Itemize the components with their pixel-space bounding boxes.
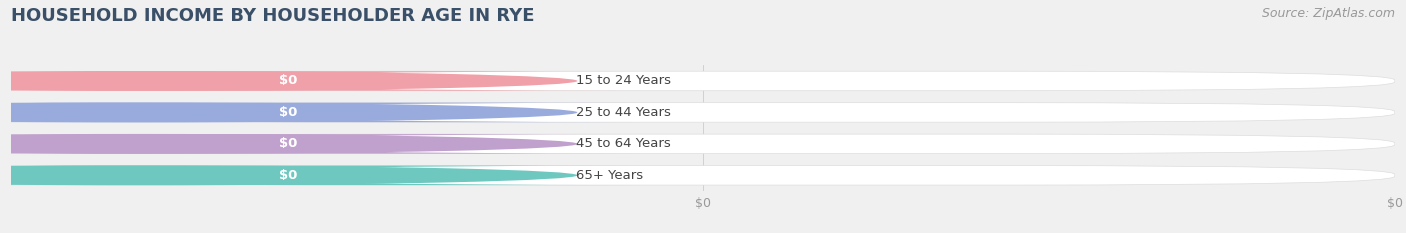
FancyBboxPatch shape <box>11 71 1395 91</box>
Text: 15 to 24 Years: 15 to 24 Years <box>575 75 671 87</box>
Circle shape <box>0 103 578 122</box>
Text: $0: $0 <box>278 169 297 182</box>
FancyBboxPatch shape <box>0 103 640 122</box>
Circle shape <box>0 165 578 185</box>
FancyBboxPatch shape <box>0 71 640 91</box>
FancyBboxPatch shape <box>0 134 640 154</box>
Text: 25 to 44 Years: 25 to 44 Years <box>575 106 671 119</box>
FancyBboxPatch shape <box>11 103 1395 122</box>
Text: $0: $0 <box>278 75 297 87</box>
Circle shape <box>0 71 578 91</box>
FancyBboxPatch shape <box>11 134 1395 154</box>
Text: $0: $0 <box>278 137 297 150</box>
Text: 65+ Years: 65+ Years <box>575 169 643 182</box>
Text: 45 to 64 Years: 45 to 64 Years <box>575 137 671 150</box>
Text: $0: $0 <box>278 106 297 119</box>
FancyBboxPatch shape <box>0 166 640 185</box>
FancyBboxPatch shape <box>11 166 1395 185</box>
Circle shape <box>0 134 578 154</box>
Text: HOUSEHOLD INCOME BY HOUSEHOLDER AGE IN RYE: HOUSEHOLD INCOME BY HOUSEHOLDER AGE IN R… <box>11 7 534 25</box>
Text: Source: ZipAtlas.com: Source: ZipAtlas.com <box>1261 7 1395 20</box>
